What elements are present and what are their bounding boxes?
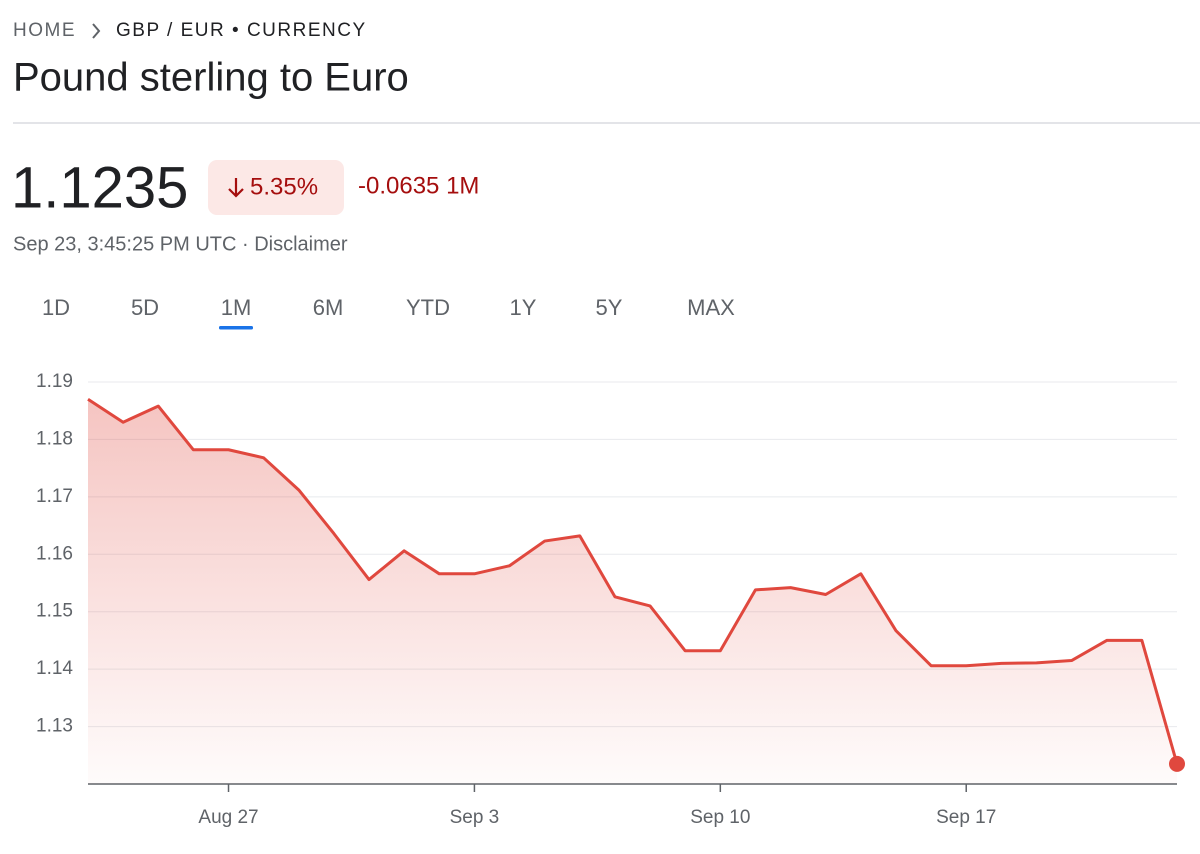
y-tick-label: 1.14: [36, 658, 73, 679]
area-fill: [88, 399, 1177, 784]
range-tab[interactable]: MAX: [687, 295, 735, 320]
chart: 1.13 1.14 1.15 1.16 1.17 1.18 1.19 Aug 27 Sep 3 S…: [36, 371, 1185, 828]
y-tick-label: 1.16: [36, 543, 73, 564]
range-tab[interactable]: 5D: [131, 295, 159, 320]
page-title: Pound sterling to Euro: [13, 56, 409, 100]
breadcrumb-chevron: [92, 23, 101, 39]
price-line: [87, 397, 1179, 765]
last-point: [1169, 755, 1185, 772]
breadcrumb-current: GBP / EUR • CURRENCY: [116, 20, 367, 41]
range-tab[interactable]: 1D: [42, 295, 70, 320]
x-tick-label: Sep 3: [450, 807, 500, 828]
x-tick-label: Sep 10: [690, 807, 750, 828]
range-tab[interactable]: YTD: [406, 295, 450, 320]
timestamp: Sep 23, 3:45:25 PM UTC · Disclaimer: [13, 233, 348, 255]
range-tab[interactable]: 1M: [221, 295, 252, 320]
y-tick-label: 1.17: [36, 486, 73, 507]
range-tab[interactable]: 1Y: [510, 295, 537, 320]
down-arrow: [228, 178, 244, 198]
y-tick-label: 1.18: [36, 428, 73, 449]
range-tab[interactable]: 5Y: [596, 295, 623, 320]
change-value: -0.0635 1M: [358, 172, 479, 199]
breadcrumb-home[interactable]: HOME: [13, 20, 76, 41]
y-tick-label: 1.15: [36, 601, 73, 622]
change-percent: 5.35%: [250, 173, 318, 200]
x-tick-label: Aug 27: [198, 807, 258, 828]
range-tabs: 1D 5D 1M 6M YTD 1Y 5Y MAX: [42, 295, 735, 330]
change-badge: [208, 160, 344, 215]
price: 1.1235: [11, 155, 188, 220]
tab-underline: [219, 326, 253, 330]
y-tick-label: 1.19: [36, 371, 73, 392]
range-tab[interactable]: 6M: [313, 295, 344, 320]
x-tick-label: Sep 17: [936, 807, 996, 828]
y-tick-label: 1.13: [36, 716, 73, 737]
